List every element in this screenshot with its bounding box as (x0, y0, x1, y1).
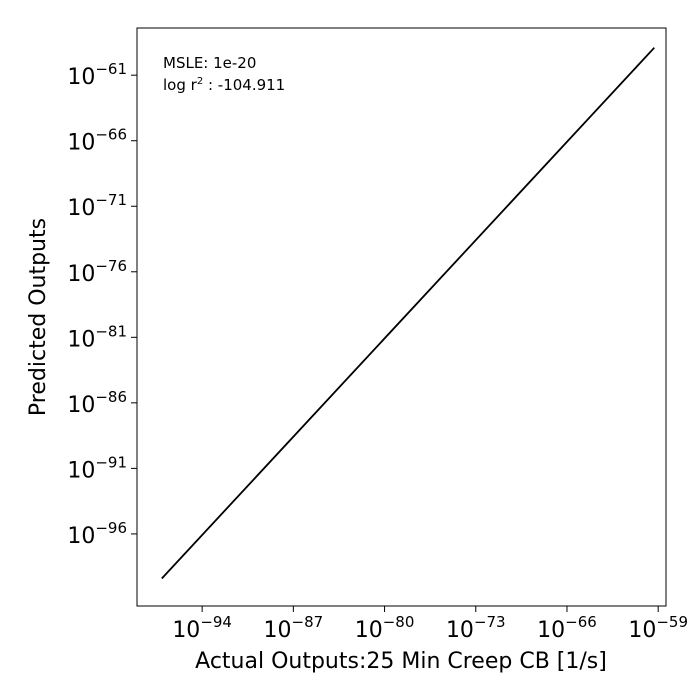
y-tick-label-exp-5: −86 (95, 388, 127, 406)
y-tick-label-exp-0: −61 (95, 60, 127, 78)
y-tick-label-exp-6: −91 (95, 453, 127, 471)
series-line-0 (161, 47, 655, 580)
y-tick-label-base-5: 10 (67, 393, 95, 418)
x-tick-label-exp-4: −66 (565, 613, 597, 631)
y-tick-label-exp-7: −96 (95, 519, 127, 537)
y-tick-label-7: 10−96 (67, 519, 127, 549)
y-tick-label-5: 10−86 (67, 388, 127, 418)
y-tick-label-6: 10−91 (67, 453, 127, 483)
y-tick-label-4: 10−81 (67, 322, 127, 352)
y-tick-label-base-1: 10 (67, 131, 95, 156)
x-tick-label-1: 10−87 (264, 613, 324, 643)
annotation-r2-sup: 2 (197, 76, 203, 87)
x-tick-label-5: 10−59 (628, 613, 688, 643)
y-tick-label-base-6: 10 (67, 458, 95, 483)
x-tick-label-base-5: 10 (628, 618, 656, 643)
y-tick-label-base-0: 10 (67, 65, 95, 90)
y-tick-label-base-4: 10 (67, 327, 95, 352)
x-tick-label-base-0: 10 (172, 618, 200, 643)
x-tick-label-2: 10−80 (355, 613, 415, 643)
x-tick-label-exp-3: −73 (474, 613, 506, 631)
x-tick-label-3: 10−73 (446, 613, 506, 643)
x-tick-label-base-2: 10 (355, 618, 383, 643)
annotation-r2-suffix: : -104.911 (203, 76, 285, 94)
x-axis-ticks: 10−94 10−87 10−80 10−73 10−66 10−59 (172, 606, 688, 643)
y-axis-title: Predicted Outputs (26, 218, 51, 416)
series-layer (161, 47, 655, 580)
x-tick-label-0: 10−94 (172, 613, 232, 643)
y-tick-label-exp-3: −76 (95, 257, 127, 275)
x-tick-label-base-4: 10 (537, 618, 565, 643)
y-tick-label-3: 10−76 (67, 257, 127, 287)
annotation-r2-prefix: log r (163, 76, 198, 94)
y-tick-label-base-2: 10 (67, 196, 95, 221)
x-tick-label-base-1: 10 (264, 618, 292, 643)
y-tick-label-base-7: 10 (67, 524, 95, 549)
y-tick-label-exp-4: −81 (95, 322, 127, 340)
annotation-r2: log r2 : -104.911 (163, 76, 285, 94)
x-tick-label-4: 10−66 (537, 613, 597, 643)
x-tick-label-exp-0: −94 (200, 613, 232, 631)
x-tick-label-base-3: 10 (446, 618, 474, 643)
x-tick-label-exp-2: −80 (383, 613, 415, 631)
y-tick-label-exp-2: −71 (95, 191, 127, 209)
y-tick-label-base-3: 10 (67, 262, 95, 287)
x-axis-title: Actual Outputs:25 Min Creep CB [1/s] (195, 649, 607, 674)
y-tick-label-2: 10−71 (67, 191, 127, 221)
annotation-msle: MSLE: 1e-20 (163, 54, 256, 72)
plot-area-frame (136, 27, 667, 607)
y-tick-label-exp-1: −66 (95, 126, 127, 144)
x-tick-label-exp-5: −59 (656, 613, 688, 631)
y-tick-label-0: 10−61 (67, 60, 127, 90)
y-tick-label-1: 10−66 (67, 126, 127, 156)
x-tick-label-exp-1: −87 (292, 613, 324, 631)
